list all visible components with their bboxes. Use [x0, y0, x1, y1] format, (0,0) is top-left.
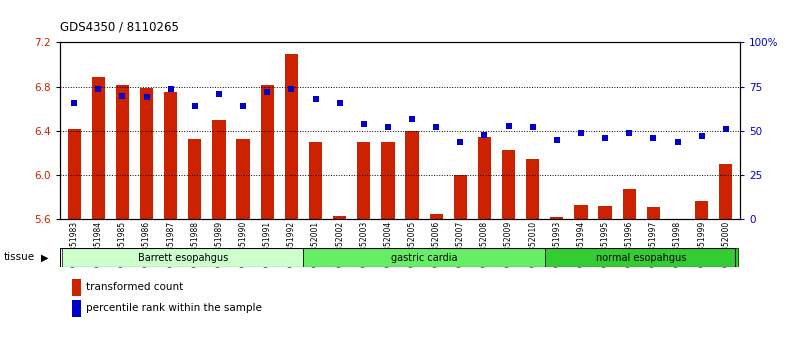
Bar — [260, 85, 274, 219]
Bar — [68, 129, 81, 219]
Point — [92, 86, 105, 91]
Point — [334, 100, 346, 105]
Point — [406, 116, 419, 121]
Bar — [647, 207, 660, 219]
Bar — [140, 88, 153, 219]
Point — [623, 130, 636, 136]
Bar — [478, 137, 491, 219]
Bar — [719, 164, 732, 219]
Text: transformed count: transformed count — [86, 282, 183, 292]
Point — [261, 89, 274, 95]
Bar — [285, 53, 298, 219]
Bar — [526, 159, 540, 219]
Bar — [599, 206, 612, 219]
Text: ▶: ▶ — [41, 252, 49, 262]
Bar — [357, 142, 370, 219]
Point — [647, 135, 660, 141]
Bar — [454, 175, 467, 219]
Bar — [309, 142, 322, 219]
Bar — [695, 201, 708, 219]
Point — [502, 123, 515, 129]
Point — [478, 132, 491, 137]
Text: percentile rank within the sample: percentile rank within the sample — [86, 303, 262, 313]
Bar — [502, 150, 515, 219]
Bar — [575, 205, 587, 219]
Point — [140, 95, 153, 100]
Bar — [188, 139, 201, 219]
Text: GDS4350 / 8110265: GDS4350 / 8110265 — [60, 21, 178, 34]
Bar — [213, 120, 225, 219]
Point — [695, 133, 708, 139]
Point — [189, 103, 201, 109]
Point — [357, 121, 370, 127]
Point — [381, 125, 394, 130]
Bar — [430, 214, 443, 219]
Point — [285, 86, 298, 91]
Point — [116, 93, 129, 98]
Bar — [405, 131, 419, 219]
Point — [526, 125, 539, 130]
Bar — [92, 77, 105, 219]
Point — [720, 126, 732, 132]
Point — [164, 86, 177, 91]
Point — [309, 96, 322, 102]
Point — [575, 130, 587, 136]
Point — [599, 135, 611, 141]
Point — [430, 125, 443, 130]
Bar — [164, 92, 178, 219]
Bar — [62, 248, 303, 267]
Point — [68, 100, 80, 105]
Bar — [115, 85, 129, 219]
Bar — [550, 217, 564, 219]
Text: Barrett esopahgus: Barrett esopahgus — [138, 252, 228, 263]
Point — [213, 91, 225, 97]
Point — [454, 139, 466, 144]
Bar — [622, 188, 636, 219]
Bar — [333, 216, 346, 219]
Bar — [303, 248, 544, 267]
Bar — [236, 139, 250, 219]
Point — [671, 139, 684, 144]
Bar — [381, 142, 395, 219]
Bar — [544, 248, 738, 267]
Point — [551, 137, 564, 143]
Text: gastric cardia: gastric cardia — [391, 252, 458, 263]
Point — [236, 103, 249, 109]
Text: normal esopahgus: normal esopahgus — [596, 252, 686, 263]
Text: tissue: tissue — [4, 252, 35, 262]
